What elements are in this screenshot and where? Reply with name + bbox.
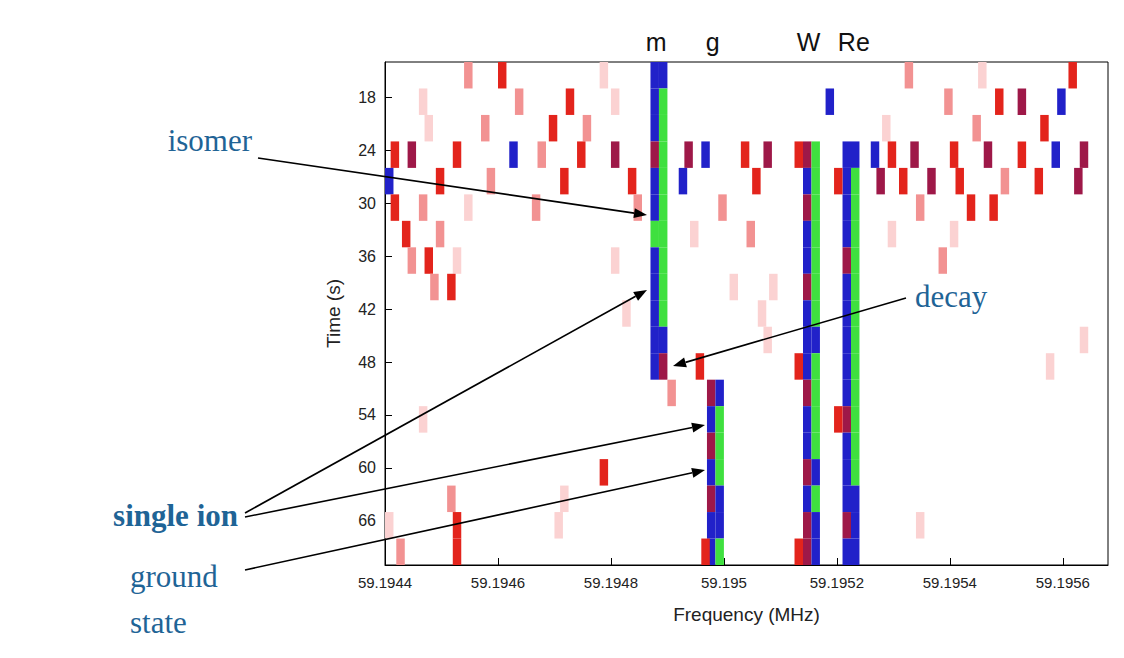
svg-text:59.1954: 59.1954 — [923, 574, 977, 591]
svg-text:36: 36 — [358, 248, 376, 265]
svg-text:24: 24 — [358, 142, 376, 159]
svg-text:59.1948: 59.1948 — [584, 574, 638, 591]
svg-text:Re: Re — [838, 28, 870, 56]
svg-text:59.1946: 59.1946 — [471, 574, 525, 591]
svg-text:decay: decay — [915, 279, 988, 314]
svg-text:W: W — [797, 28, 821, 56]
svg-text:60: 60 — [358, 459, 376, 476]
svg-text:59.1952: 59.1952 — [810, 574, 864, 591]
svg-text:ground: ground — [130, 559, 218, 594]
svg-text:42: 42 — [358, 301, 376, 318]
svg-text:Time (s): Time (s) — [323, 279, 344, 348]
svg-text:59.195: 59.195 — [701, 574, 747, 591]
svg-text:30: 30 — [358, 195, 376, 212]
svg-text:48: 48 — [358, 354, 376, 371]
svg-text:59.1956: 59.1956 — [1036, 574, 1090, 591]
svg-text:g: g — [706, 28, 720, 56]
svg-text:Frequency (MHz): Frequency (MHz) — [673, 604, 820, 625]
svg-text:single ion: single ion — [113, 498, 238, 533]
svg-text:isomer: isomer — [168, 123, 253, 158]
svg-text:state: state — [130, 605, 187, 640]
svg-text:m: m — [646, 28, 667, 56]
svg-text:66: 66 — [358, 512, 376, 529]
svg-text:59.1944: 59.1944 — [358, 574, 412, 591]
svg-text:54: 54 — [358, 406, 376, 423]
svg-text:18: 18 — [358, 89, 376, 106]
